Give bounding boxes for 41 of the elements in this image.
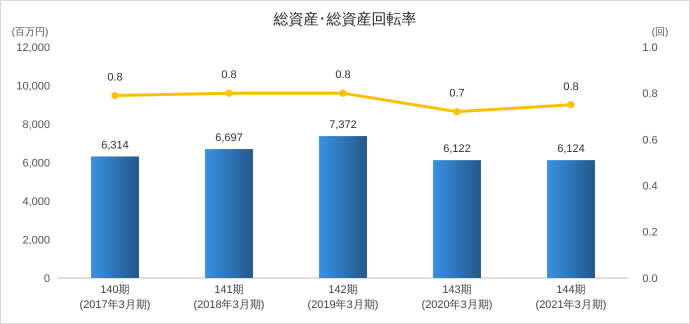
y2-axis-title: (回) [652, 27, 668, 38]
y-tick-label: 12,000 [16, 42, 50, 54]
x-tick-label: 141期 (2018年3月期) [194, 284, 264, 311]
y2-tick-label: 0.2 [642, 226, 658, 239]
data-label: 0.8 [107, 72, 123, 84]
y2-tick-label: 0.8 [642, 88, 658, 100]
bar [205, 149, 253, 278]
bar [433, 160, 481, 278]
data-label: 6,697 [215, 132, 243, 144]
y-axis-title: (百万円) [12, 27, 48, 38]
y-tick-label: 2,000 [22, 234, 50, 246]
y2-tick-label: 1.0 [642, 42, 658, 54]
x-tick-label: 142期 (2019年3月期) [308, 284, 378, 311]
y2-tick-label: 0.0 [642, 272, 658, 285]
point [111, 92, 119, 100]
data-label: 0.8 [563, 80, 579, 93]
data-label: 6,314 [101, 139, 129, 152]
point [453, 108, 461, 116]
data-label: 0.7 [449, 88, 465, 100]
y2-tick-label: 0.4 [642, 180, 658, 192]
x-tick-label: 144期 (2021年3月期) [536, 284, 606, 311]
data-label: 6,124 [557, 143, 585, 156]
data-label: 0.8 [335, 69, 351, 82]
data-label: 7,372 [329, 119, 357, 132]
bar [91, 156, 139, 278]
y-tick-label: 6,000 [22, 157, 50, 170]
point [567, 101, 575, 108]
point [339, 90, 347, 97]
x-tick-label: 140期 (2017年3月期) [80, 284, 150, 311]
y-tick-label: 4,000 [22, 196, 50, 208]
data-label: 0.8 [221, 69, 237, 82]
chart-title: 総資産･総資産回転率 [272, 11, 416, 28]
x-tick-label: 143期 (2020年3月期) [422, 284, 492, 311]
y-tick-label: 0 [44, 272, 50, 285]
point [225, 90, 233, 97]
y2-tick-label: 0.6 [642, 134, 658, 146]
y-tick-label: 8,000 [22, 118, 50, 131]
bar [319, 136, 367, 278]
y-tick-label: 10,000 [16, 80, 50, 92]
bar [547, 160, 595, 278]
data-label: 6,122 [443, 143, 471, 156]
